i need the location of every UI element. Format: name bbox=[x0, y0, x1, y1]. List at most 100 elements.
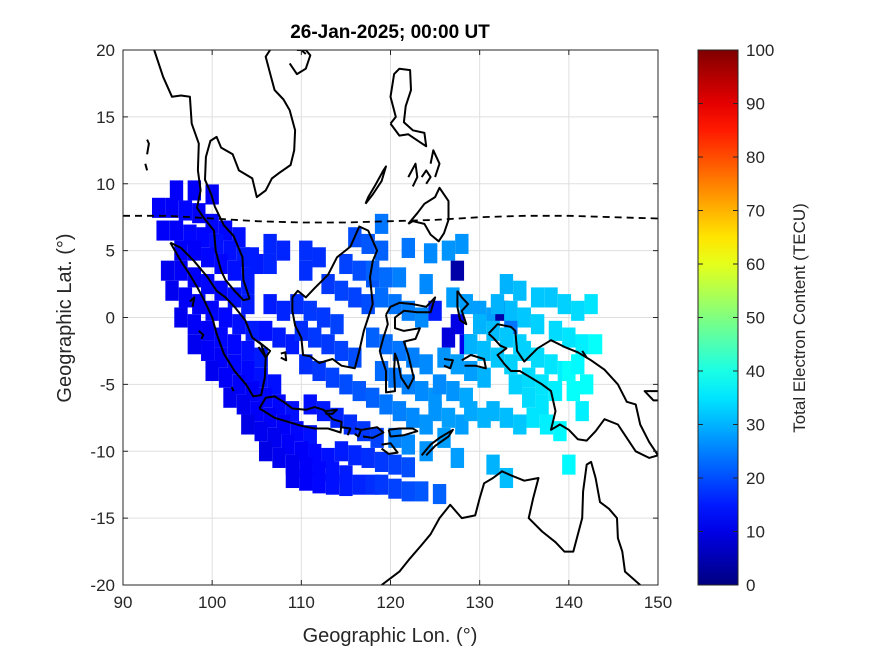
tec-cell bbox=[174, 240, 188, 261]
tec-cell bbox=[388, 427, 402, 448]
map-plot-area: 90 100 110 120 130 140 150 20 15 10 5 0 -5 -10 -15 -20 bbox=[90, 41, 672, 612]
tec-cell bbox=[575, 334, 589, 355]
tec-cell bbox=[455, 233, 469, 254]
tec-cell bbox=[365, 327, 380, 348]
tec-cell bbox=[374, 451, 389, 472]
tec-cell bbox=[236, 394, 251, 415]
tec-cell bbox=[374, 240, 389, 261]
tec-cell bbox=[334, 280, 349, 301]
coastline bbox=[354, 427, 363, 438]
tec-cell bbox=[464, 334, 478, 355]
tec-cell bbox=[450, 260, 465, 281]
tec-cell bbox=[486, 454, 500, 475]
tec-cell bbox=[504, 300, 518, 321]
tec-cell bbox=[530, 314, 545, 335]
tec-cell bbox=[450, 354, 465, 375]
tec-cell bbox=[201, 274, 215, 295]
magnetic-equator bbox=[123, 214, 658, 224]
tec-cell bbox=[352, 260, 366, 281]
y-tick-label: -15 bbox=[90, 509, 115, 528]
x-axis-ticks: 90 100 110 120 130 140 150 bbox=[114, 50, 672, 612]
y-tick-label: 20 bbox=[96, 41, 115, 60]
tec-cell bbox=[365, 387, 380, 408]
tec-cell bbox=[579, 374, 594, 395]
tec-cell bbox=[325, 367, 340, 388]
tec-cell bbox=[169, 180, 184, 201]
tec-cell bbox=[312, 473, 326, 494]
coastline bbox=[387, 427, 419, 438]
tec-cell bbox=[588, 334, 603, 355]
tec-cell bbox=[245, 320, 259, 341]
colorbar-tick-label: 10 bbox=[746, 523, 765, 542]
tec-cell bbox=[504, 354, 518, 375]
tec-cell bbox=[477, 367, 491, 388]
coastline bbox=[443, 358, 454, 370]
tec-cell bbox=[187, 334, 202, 355]
tec-cell bbox=[401, 481, 416, 502]
tec-cell bbox=[241, 414, 255, 435]
tec-cell bbox=[160, 260, 175, 281]
tec-cell bbox=[522, 387, 536, 408]
tec-cell bbox=[419, 354, 433, 375]
coastline bbox=[144, 163, 149, 171]
coastline bbox=[456, 290, 470, 326]
coastline bbox=[288, 50, 312, 76]
colorbar-tick-label: 100 bbox=[746, 41, 774, 60]
coastline bbox=[407, 162, 419, 187]
tec-cell bbox=[241, 340, 255, 361]
tec-cell bbox=[388, 478, 402, 499]
tec-cell bbox=[258, 320, 273, 341]
tec-cell bbox=[187, 240, 202, 261]
coastline bbox=[341, 426, 352, 436]
coastline bbox=[581, 350, 588, 359]
tec-cell bbox=[571, 300, 585, 321]
coastline bbox=[204, 50, 297, 300]
tec-cell bbox=[299, 354, 313, 375]
tec-cell bbox=[299, 240, 313, 261]
tec-cell bbox=[227, 260, 242, 281]
colorbar: 0 10 20 30 40 50 60 70 80 90 100 Total Electron Co… bbox=[697, 41, 809, 595]
tec-cell bbox=[241, 294, 255, 315]
tec-cell bbox=[299, 260, 313, 281]
y-tick-label: 0 bbox=[106, 309, 115, 328]
tec-cell bbox=[308, 327, 322, 348]
tec-cell bbox=[321, 334, 335, 355]
tec-cell bbox=[517, 307, 531, 328]
colorbar-tick-label: 0 bbox=[746, 576, 755, 595]
tec-cell bbox=[450, 447, 465, 468]
coastline bbox=[280, 351, 288, 362]
tec-cell bbox=[339, 253, 353, 275]
tec-cell bbox=[499, 467, 514, 489]
tec-cell bbox=[303, 425, 317, 446]
tec-cell bbox=[522, 367, 536, 388]
tec-cell bbox=[352, 381, 366, 402]
tec-cell bbox=[214, 327, 228, 348]
tec-cell bbox=[401, 457, 416, 478]
colorbar-tick-label: 90 bbox=[746, 95, 765, 114]
tec-cell bbox=[544, 354, 558, 375]
tec-cell bbox=[441, 240, 456, 261]
tec-cell bbox=[178, 200, 193, 221]
tec-cell bbox=[187, 267, 202, 288]
y-tick-label: -20 bbox=[90, 576, 115, 595]
tec-cell bbox=[566, 381, 580, 402]
tec-cell bbox=[254, 421, 268, 442]
tec-cell bbox=[174, 260, 188, 281]
colorbar-ticks: 0 10 20 30 40 50 60 70 80 90 100 bbox=[698, 41, 774, 595]
tec-cell bbox=[419, 274, 433, 295]
tec-cell bbox=[178, 287, 193, 308]
tec-cell bbox=[201, 340, 215, 361]
tec-cell bbox=[325, 474, 340, 495]
tec-cell bbox=[241, 274, 255, 295]
tec-cell bbox=[165, 280, 179, 301]
colorbar-gradient bbox=[698, 50, 738, 585]
colorbar-label: Total Electron Content (TECU) bbox=[790, 203, 809, 433]
tec-cell bbox=[379, 394, 393, 415]
tec-cell bbox=[428, 401, 442, 422]
tec-cell bbox=[508, 374, 523, 395]
tec-cell bbox=[334, 441, 349, 462]
tec-cell bbox=[312, 247, 326, 268]
tec-cell bbox=[415, 481, 429, 502]
coastline bbox=[389, 67, 428, 148]
tec-cell bbox=[499, 274, 514, 295]
